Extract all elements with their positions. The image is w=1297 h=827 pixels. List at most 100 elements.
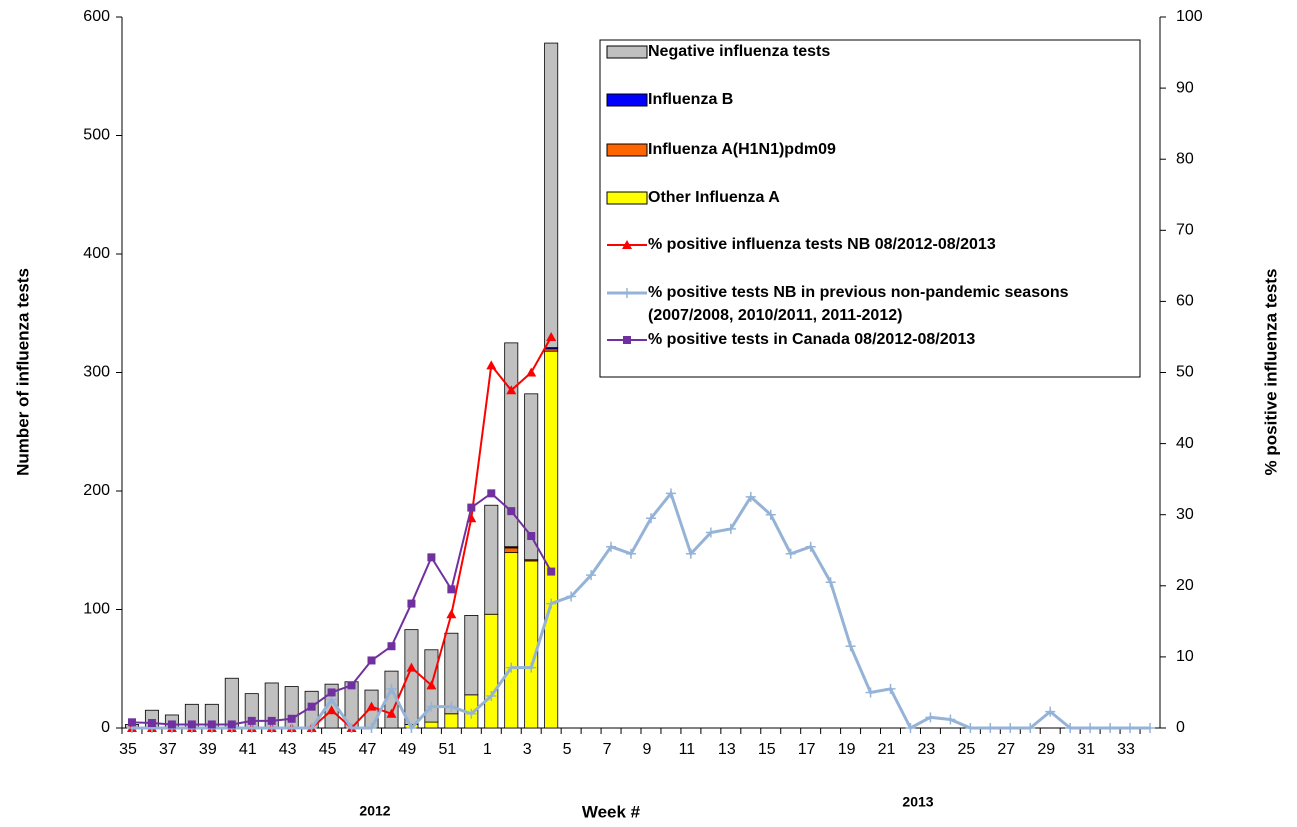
- bar-segment: [424, 721, 439, 729]
- marker: [507, 507, 516, 516]
- marker: [127, 718, 136, 727]
- marker: [725, 523, 736, 534]
- y-tick-label: 0: [101, 719, 110, 736]
- legend-swatch: [606, 191, 648, 205]
- marker: [426, 701, 437, 712]
- marker: [685, 548, 696, 559]
- marker: [487, 489, 496, 498]
- marker: [387, 642, 396, 651]
- bar-segment: [444, 632, 459, 715]
- marker: [367, 656, 376, 665]
- marker: [765, 509, 776, 520]
- x-tick-label: 31: [1077, 741, 1095, 758]
- marker: [546, 598, 557, 609]
- bar-segment: [504, 552, 519, 729]
- legend-label: Influenza A(H1N1)pdm09: [648, 141, 836, 158]
- marker: [905, 723, 916, 733]
- y2-tick-label: 0: [1176, 719, 1185, 736]
- x-tick-label: 19: [838, 741, 856, 758]
- marker: [626, 548, 637, 559]
- marker: [406, 662, 417, 672]
- x-tick-label: 27: [997, 741, 1015, 758]
- y-tick-label: 500: [83, 127, 110, 144]
- y-axis-title: Number of influenza tests: [13, 268, 32, 476]
- marker: [622, 288, 632, 298]
- marker: [785, 548, 796, 559]
- marker: [307, 702, 316, 711]
- marker: [167, 720, 176, 729]
- legend-label: % positive influenza tests NB 08/2012-08…: [648, 236, 996, 253]
- bar-segment: [544, 350, 559, 729]
- y-tick-label: 100: [83, 601, 110, 618]
- bar-segment: [444, 713, 459, 729]
- marker: [526, 662, 537, 673]
- marker: [586, 570, 597, 581]
- year-label: 2012: [359, 803, 390, 819]
- bar-segment: [464, 615, 479, 696]
- marker: [426, 680, 437, 690]
- marker: [745, 491, 756, 502]
- x-tick-label: 1: [483, 741, 492, 758]
- bar-segment: [484, 613, 499, 729]
- y2-tick-label: 60: [1176, 293, 1194, 310]
- year-label: 2013: [902, 794, 933, 810]
- marker: [526, 367, 537, 377]
- marker: [386, 708, 397, 718]
- x-tick-label: 17: [798, 741, 816, 758]
- x-tick-label: 33: [1117, 741, 1135, 758]
- y2-tick-label: 80: [1176, 150, 1194, 167]
- legend-box: [599, 39, 1141, 378]
- marker: [327, 688, 336, 697]
- marker: [187, 720, 196, 729]
- x-tick-label: 37: [159, 741, 177, 758]
- x-tick-label: 45: [319, 741, 337, 758]
- marker: [546, 331, 557, 341]
- marker: [1105, 723, 1116, 733]
- marker: [1045, 706, 1056, 717]
- line: [131, 492, 553, 726]
- marker: [527, 532, 536, 541]
- bar-segment: [544, 42, 559, 349]
- marker: [1125, 723, 1136, 733]
- x-tick-label: 21: [878, 741, 896, 758]
- legend-swatch: [606, 93, 648, 107]
- x-tick-label: 5: [563, 741, 572, 758]
- marker: [427, 553, 436, 562]
- y2-tick-label: 50: [1176, 364, 1194, 381]
- marker: [466, 708, 477, 719]
- marker: [945, 714, 956, 725]
- x-tick-label: 3: [523, 741, 532, 758]
- y2-tick-label: 10: [1176, 648, 1194, 665]
- marker: [865, 687, 876, 698]
- marker: [606, 541, 617, 552]
- marker: [407, 599, 416, 608]
- legend-swatch: [606, 143, 648, 157]
- marker: [547, 567, 556, 576]
- marker: [925, 712, 936, 723]
- marker: [985, 723, 996, 733]
- marker: [506, 385, 517, 395]
- x-tick-label: 35: [119, 741, 137, 758]
- legend-swatch: [606, 45, 648, 59]
- y2-tick-label: 100: [1176, 8, 1203, 25]
- marker: [965, 723, 976, 733]
- marker: [306, 723, 317, 733]
- legend-label: Other Influenza A: [648, 189, 780, 206]
- marker: [805, 541, 816, 552]
- x-axis-title: Week #: [582, 802, 641, 821]
- marker: [506, 662, 517, 673]
- bar-segment: [504, 547, 519, 554]
- marker: [665, 488, 676, 499]
- y2-tick-label: 20: [1176, 577, 1194, 594]
- x-tick-label: 11: [679, 741, 696, 758]
- marker: [622, 240, 632, 249]
- y-tick-label: 400: [83, 245, 110, 262]
- marker: [486, 360, 497, 370]
- marker: [386, 683, 397, 694]
- x-tick-label: 25: [957, 741, 975, 758]
- marker: [406, 723, 417, 733]
- x-tick-label: 13: [718, 741, 736, 758]
- x-tick-label: 23: [918, 741, 936, 758]
- line: [131, 490, 1151, 731]
- marker: [623, 336, 631, 344]
